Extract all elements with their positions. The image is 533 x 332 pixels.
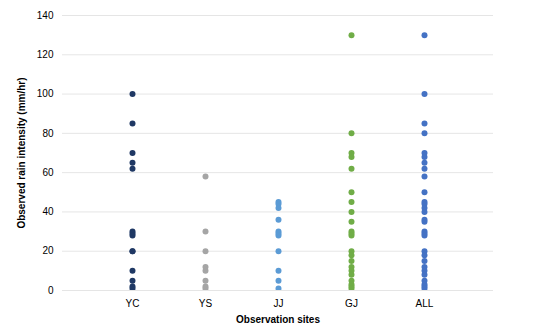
- svg-text:YS: YS: [199, 298, 213, 309]
- svg-text:0: 0: [48, 285, 54, 296]
- svg-text:140: 140: [37, 10, 54, 21]
- svg-text:40: 40: [42, 206, 54, 217]
- svg-text:80: 80: [42, 128, 54, 139]
- svg-text:60: 60: [42, 167, 54, 178]
- svg-text:JJ: JJ: [274, 298, 284, 309]
- svg-text:20: 20: [42, 245, 54, 256]
- svg-text:Observed rain intensity (mm/hr: Observed rain intensity (mm/hr): [16, 77, 27, 228]
- svg-text:YC: YC: [126, 298, 140, 309]
- svg-text:Observation sites: Observation sites: [236, 314, 320, 325]
- svg-text:100: 100: [37, 88, 54, 99]
- svg-text:GJ: GJ: [345, 298, 358, 309]
- svg-text:120: 120: [37, 49, 54, 60]
- svg-text:ALL: ALL: [416, 298, 434, 309]
